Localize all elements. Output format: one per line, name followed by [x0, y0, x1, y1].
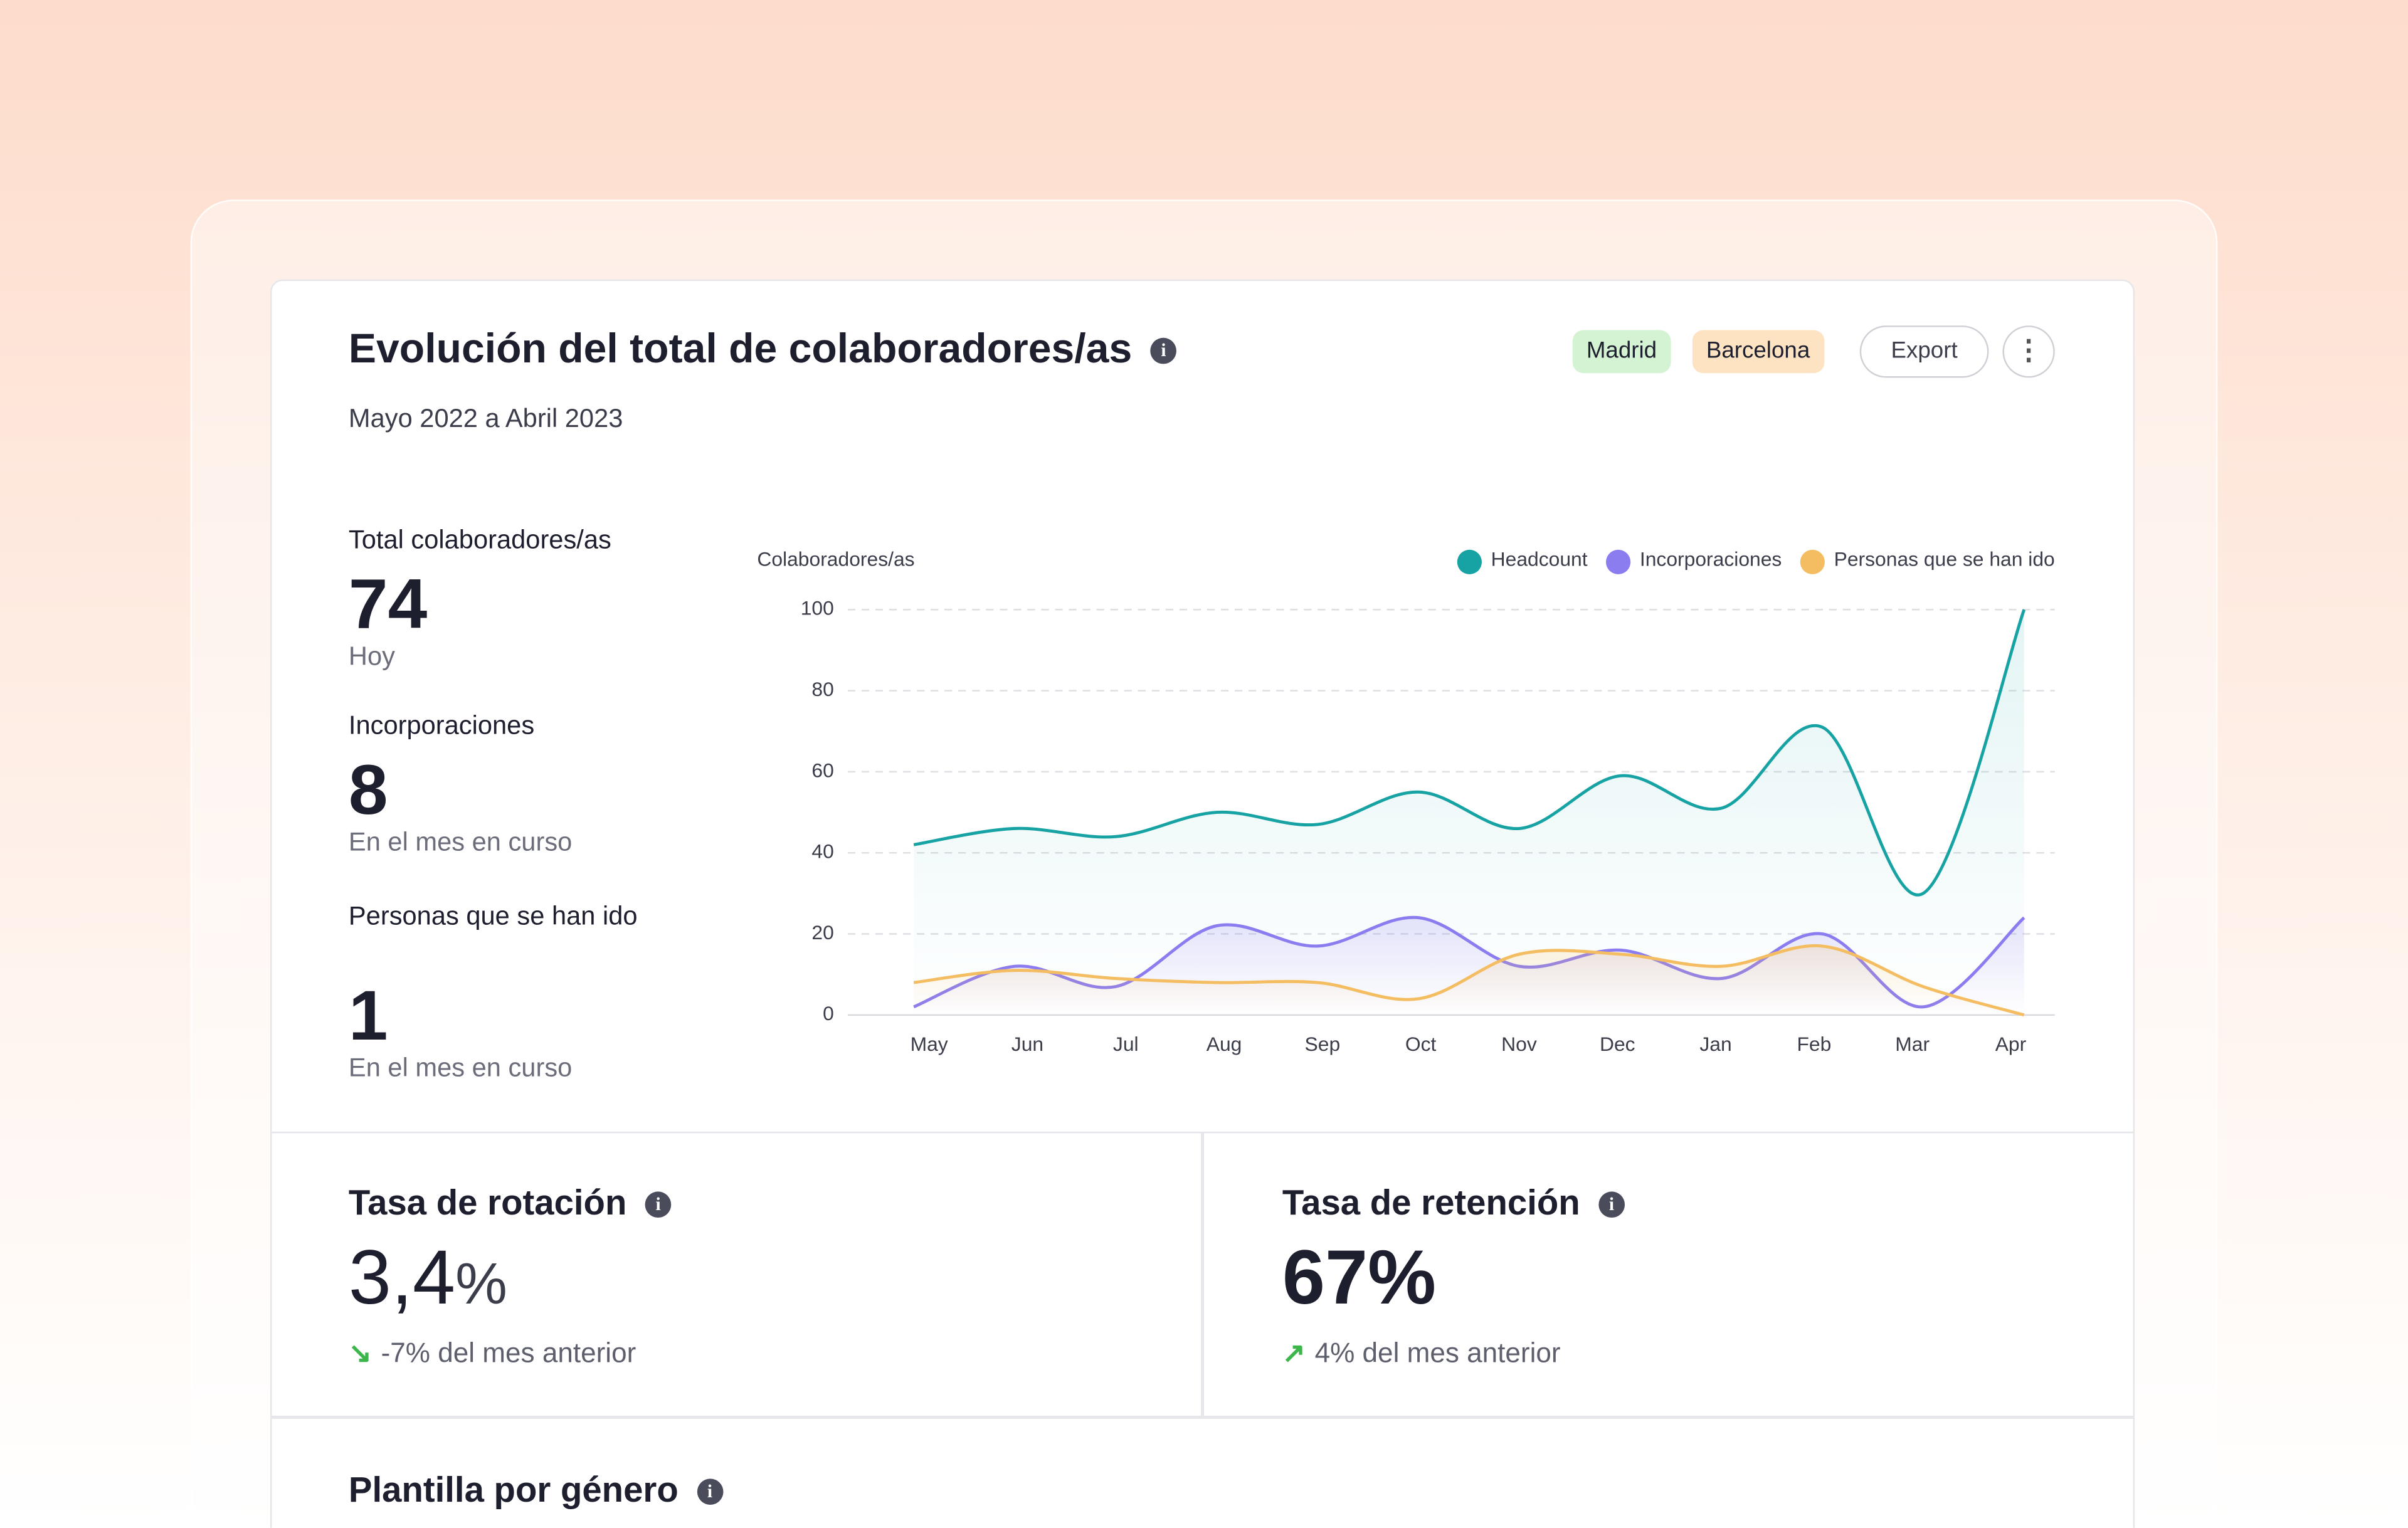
legend-dot	[1800, 549, 1825, 574]
y-tick-label: 100	[801, 597, 834, 619]
card-change: -7% del mes anterior	[381, 1337, 636, 1369]
kpi-label: Total colaboradores/as	[348, 525, 611, 555]
y-tick-label: 20	[811, 921, 833, 944]
kpi-value: 8	[348, 749, 388, 830]
x-tick-label: Jun	[1011, 1033, 1043, 1055]
export-button[interactable]: Export	[1859, 325, 1989, 378]
down-arrow: ↘	[348, 1337, 372, 1369]
x-tick-label: Sep	[1305, 1033, 1341, 1055]
legend-label: Headcount	[1491, 547, 1588, 570]
kpi-value: 1	[348, 975, 388, 1055]
title: Evolución del total de colaboradores/as	[348, 325, 1133, 372]
x-tick-label: Jan	[1699, 1033, 1731, 1055]
card-title-row: Tasa de rotación i	[348, 1182, 672, 1224]
x-tick-label: Dec	[1600, 1033, 1635, 1055]
y-tick-label: 0	[823, 1002, 834, 1025]
y-axis-label: Colaboradores/as	[757, 547, 914, 570]
card-title: Tasa de retención	[1282, 1182, 1580, 1223]
tag[interactable]: Barcelona	[1692, 330, 1824, 374]
kpi-label: Incorporaciones	[348, 710, 535, 740]
kpi-note: En el mes en curso	[348, 828, 573, 857]
line	[913, 944, 2025, 1017]
card-title: Plantilla por género	[348, 1469, 679, 1510]
legend-label: Personas que se han ido	[1834, 547, 2055, 570]
y-tick-label: 80	[811, 678, 833, 700]
x-tick-label: Jul	[1113, 1033, 1139, 1055]
more-button[interactable]: ⋮	[2002, 325, 2055, 378]
kpi-note: En el mes en curso	[348, 1053, 573, 1083]
card-change-row: ↘ -7% del mes anterior	[349, 1337, 636, 1369]
info-icon[interactable]: i	[1598, 1192, 1625, 1219]
y-tick-label: 60	[811, 759, 833, 781]
y-tick-label: 40	[811, 840, 833, 863]
up-arrow: ↗	[1282, 1337, 1306, 1369]
info-icon[interactable]: i	[697, 1479, 723, 1506]
gender-card	[270, 1417, 2135, 1528]
info-icon[interactable]: i	[1150, 338, 1177, 365]
x-tick-label: May	[911, 1033, 948, 1055]
legend-dot	[1457, 549, 1482, 574]
card-value: 67%	[1282, 1234, 1437, 1321]
kpi-value: 74	[348, 563, 428, 644]
x-tick-label: Mar	[1895, 1033, 1930, 1055]
kpi-label: Personas que se han ido	[348, 901, 638, 931]
kpi-note: Hoy	[348, 641, 395, 672]
subtitle: Mayo 2022 a Abril 2023	[348, 404, 623, 433]
card-change-row: ↗ 4% del mes anterior	[1282, 1337, 1561, 1369]
card-title-row: Tasa de retención i	[1282, 1183, 1625, 1224]
x-tick-label: Feb	[1797, 1033, 1831, 1055]
retention-card	[1202, 1131, 2135, 1418]
x-tick-label: Apr	[1995, 1033, 2027, 1055]
title-row: Evolución del total de colaboradores/as i	[348, 325, 1177, 373]
legend-label: Incorporaciones	[1640, 547, 1782, 570]
x-tick-label: Nov	[1501, 1033, 1537, 1055]
card-unit: %	[455, 1253, 507, 1318]
info-icon[interactable]: i	[645, 1192, 672, 1219]
card-title: Tasa de rotación	[348, 1182, 627, 1223]
x-tick-label: Aug	[1207, 1033, 1242, 1055]
tag[interactable]: Madrid	[1572, 330, 1671, 374]
card-value: 3,4	[348, 1234, 456, 1321]
rotation-card	[270, 1131, 1203, 1418]
line	[913, 609, 2026, 897]
legend-dot	[1606, 549, 1631, 574]
card-title-row: Plantilla por género i	[349, 1470, 723, 1511]
card-change: 4% del mes anterior	[1314, 1337, 1561, 1369]
x-tick-label: Oct	[1405, 1033, 1437, 1055]
card-value-row: 3,4%	[349, 1233, 507, 1322]
